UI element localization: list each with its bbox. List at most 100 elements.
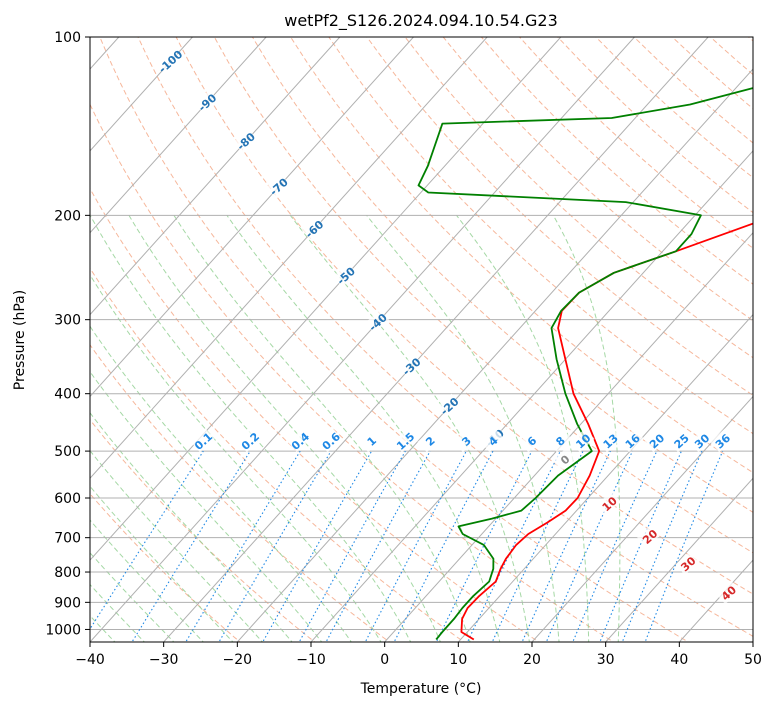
- isotherm-line: [90, 37, 414, 398]
- moist-adiabat-line: [90, 583, 146, 642]
- isotherm-line: [310, 150, 753, 642]
- y-tick-label: 1000: [45, 622, 81, 638]
- moist-adiabat-line: [90, 274, 382, 642]
- x-tick-label: −30: [149, 652, 179, 668]
- isotherm-label-bg: [194, 89, 219, 114]
- dry-adiabat-line: [404, 37, 753, 359]
- temperature-profile-line: [460, 222, 753, 641]
- isotherm-line: [457, 313, 753, 642]
- isotherm-label-bg: [365, 309, 390, 334]
- x-tick-label: −40: [75, 652, 105, 668]
- axes: −40 −30 −20 −10 0 10 20 30 40 5010020030040050060…: [45, 30, 762, 668]
- isotherm-label-bg: [233, 128, 258, 153]
- isotherm-line: [605, 477, 753, 642]
- x-tick-label: −20: [223, 652, 253, 668]
- mixing-ratio-label-group: 8: [547, 428, 572, 453]
- moist-adiabat-line: [90, 370, 323, 642]
- isotherm-line: [90, 37, 488, 480]
- isotherm-label-bg: [436, 393, 461, 418]
- isotherm-label-bg: [301, 216, 326, 241]
- dewpoint-profile-line: [417, 87, 753, 641]
- y-tick-label: 400: [54, 387, 81, 403]
- moist-adiabat-line: [90, 215, 412, 642]
- isotherm-label-bg: [265, 174, 291, 198]
- x-tick-label: 50: [744, 652, 762, 668]
- mixing-ratio-label-bg: [519, 428, 544, 453]
- mixing-ratio-line: [599, 450, 682, 642]
- mixing-ratio-line: [393, 450, 494, 642]
- moist-adiabat-line: [552, 215, 621, 642]
- mixing-ratio-label-bg: [570, 428, 595, 453]
- x-tick-label: 30: [597, 652, 615, 668]
- y-tick-label: 700: [54, 531, 81, 547]
- mixing-ratio-label-bg: [644, 428, 669, 453]
- dry-adiabat-label-group: 0: [552, 447, 577, 471]
- mixing-ratio-label-group: 4: [480, 428, 505, 453]
- x-tick-label: −10: [296, 652, 326, 668]
- mixing-ratio-label-bg: [190, 428, 215, 453]
- isotherm-line: [90, 37, 562, 561]
- mixing-ratio-label-bg: [417, 428, 442, 453]
- dry-adiabat-line: [213, 37, 753, 554]
- moist-adiabat-line: [90, 411, 293, 642]
- mixing-ratio-label-bg: [318, 428, 343, 453]
- dry-adiabat-line: [290, 37, 753, 474]
- mixing-ratio-label-bg: [392, 428, 417, 453]
- mixing-ratio-label-group: 2: [417, 428, 442, 453]
- isotherm-line: [90, 37, 193, 152]
- moist-adiabat-line: [90, 519, 205, 642]
- y-tick-label: 600: [54, 491, 81, 507]
- mixing-ratio-label-bg: [237, 428, 262, 453]
- mixing-ratio-line: [90, 450, 204, 630]
- dry-adiabat-line: [366, 37, 753, 396]
- mixing-ratio-label-bg: [689, 428, 714, 453]
- y-tick-label: 500: [54, 444, 81, 460]
- dry-adiabat-label-bg: [715, 580, 741, 605]
- mixing-ratio-line: [218, 450, 332, 642]
- mixing-ratio-line: [644, 450, 724, 642]
- dry-adiabat-label-bg: [552, 447, 577, 471]
- dry-adiabat-label-bg: [675, 551, 700, 576]
- plot-frame: [89, 36, 754, 643]
- y-axis-label: Pressure (hPa): [12, 290, 28, 390]
- isotherm-label-bg: [398, 353, 423, 378]
- isotherm-label-bg: [157, 48, 182, 73]
- isotherm-line: [236, 68, 753, 642]
- y-tick-label: 100: [54, 30, 81, 46]
- moist-adiabat-line: [90, 325, 352, 642]
- moist-adiabat-line: [128, 215, 441, 642]
- x-tick-label: 10: [449, 652, 467, 668]
- isotherm-line: [531, 395, 753, 642]
- mixing-ratio-label-bg: [668, 428, 693, 453]
- mixing-ratio-line: [491, 450, 584, 642]
- x-tick-label: 0: [380, 652, 389, 668]
- y-tick-label: 200: [54, 208, 81, 224]
- mixing-ratio-label-bg: [709, 428, 735, 453]
- mixing-ratio-label-bg: [480, 428, 505, 453]
- chart-title: wetPf2_S126.2024.094.10.54.G23: [284, 11, 558, 31]
- mixing-ratio-label-group: 1: [358, 428, 384, 453]
- isotherm-label-bg: [333, 263, 358, 287]
- mixing-ratio-line: [621, 450, 703, 642]
- mixing-ratio-label-bg: [597, 428, 622, 453]
- mixing-ratio-line: [131, 450, 251, 642]
- mixing-ratio-label-bg: [453, 428, 478, 453]
- mixing-ratio-label-bg: [547, 428, 572, 453]
- dry-adiabat-line: [251, 37, 753, 513]
- isotherm-line: [90, 37, 635, 642]
- mixing-ratio-label-bg: [358, 428, 384, 453]
- mixing-ratio-label-group: 6: [519, 428, 544, 453]
- mixing-ratio-line: [521, 450, 611, 642]
- dry-adiabat-label-bg: [637, 523, 662, 548]
- moist-adiabat-line: [90, 552, 175, 642]
- dry-adiabat-line: [90, 103, 615, 642]
- isotherm-line: [90, 37, 267, 234]
- moist-adiabat-line: [226, 215, 501, 642]
- isotherm-line: [163, 37, 709, 642]
- y-tick-label: 300: [54, 313, 81, 329]
- x-tick-label: 40: [670, 652, 688, 668]
- x-axis-label: Temperature (°C): [360, 681, 482, 697]
- dry-adiabat-label-bg: [596, 491, 621, 516]
